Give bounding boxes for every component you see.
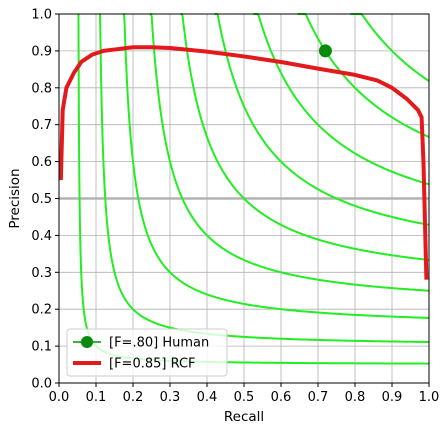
legend-label-human: [F=.80] Human xyxy=(109,336,209,351)
x-tick-label: 0.3 xyxy=(160,390,181,405)
x-tick-label: 0.0 xyxy=(49,390,70,405)
legend-marker-human xyxy=(81,336,93,348)
iso-f-curve xyxy=(149,13,430,292)
iso-f-curve xyxy=(349,13,430,82)
y-tick-label: 0.7 xyxy=(31,118,52,133)
iso-f-curve xyxy=(123,13,430,319)
iso-f-curve xyxy=(214,13,430,226)
axis-ticks: 0.0 0.1 0.2 0.3 0.4 0.5 0.6 0.7 0.8 0.9 1.0 0.0 0.1 0… xyxy=(31,8,439,406)
x-tick-label: 0.8 xyxy=(345,390,366,405)
data-point-human xyxy=(318,44,332,58)
iso-f-curve xyxy=(297,13,430,138)
series-line-rcf xyxy=(58,45,429,280)
x-tick-label: 0.6 xyxy=(271,390,292,405)
iso-f-curve xyxy=(180,13,430,261)
legend-label-rcf: [F=0.85] RCF xyxy=(109,357,196,372)
y-tick-label: 0.2 xyxy=(31,303,52,318)
y-tick-label: 0.9 xyxy=(31,44,52,59)
y-tick-label: 0.8 xyxy=(31,81,52,96)
y-tick-label: 1.0 xyxy=(31,8,52,23)
x-tick-label: 0.5 xyxy=(234,390,255,405)
x-tick-label: 0.1 xyxy=(86,390,107,405)
y-tick-label: 0.4 xyxy=(31,229,52,244)
y-tick-label: 0.0 xyxy=(31,377,52,392)
x-tick-label: 1.0 xyxy=(419,390,440,405)
y-tick-label: 0.3 xyxy=(31,266,52,281)
y-tick-label: 0.1 xyxy=(31,340,52,355)
legend-box xyxy=(66,328,228,377)
x-tick-label: 0.2 xyxy=(123,390,144,405)
series-layer xyxy=(58,44,429,280)
legend: [F=.80] Human [F=0.85] RCF xyxy=(66,328,228,377)
legend-item-rcf: [F=0.85] RCF xyxy=(73,357,196,372)
legend-item-human: [F=.80] Human xyxy=(73,336,209,351)
y-tick-label: 0.5 xyxy=(31,192,52,207)
y-axis-label: Precision xyxy=(7,168,23,228)
x-tick-label: 0.9 xyxy=(382,390,403,405)
y-tick-label: 0.6 xyxy=(31,155,52,170)
x-axis-label: Recall xyxy=(224,409,264,425)
x-tick-label: 0.7 xyxy=(308,390,329,405)
x-tick-label: 0.4 xyxy=(197,390,218,405)
